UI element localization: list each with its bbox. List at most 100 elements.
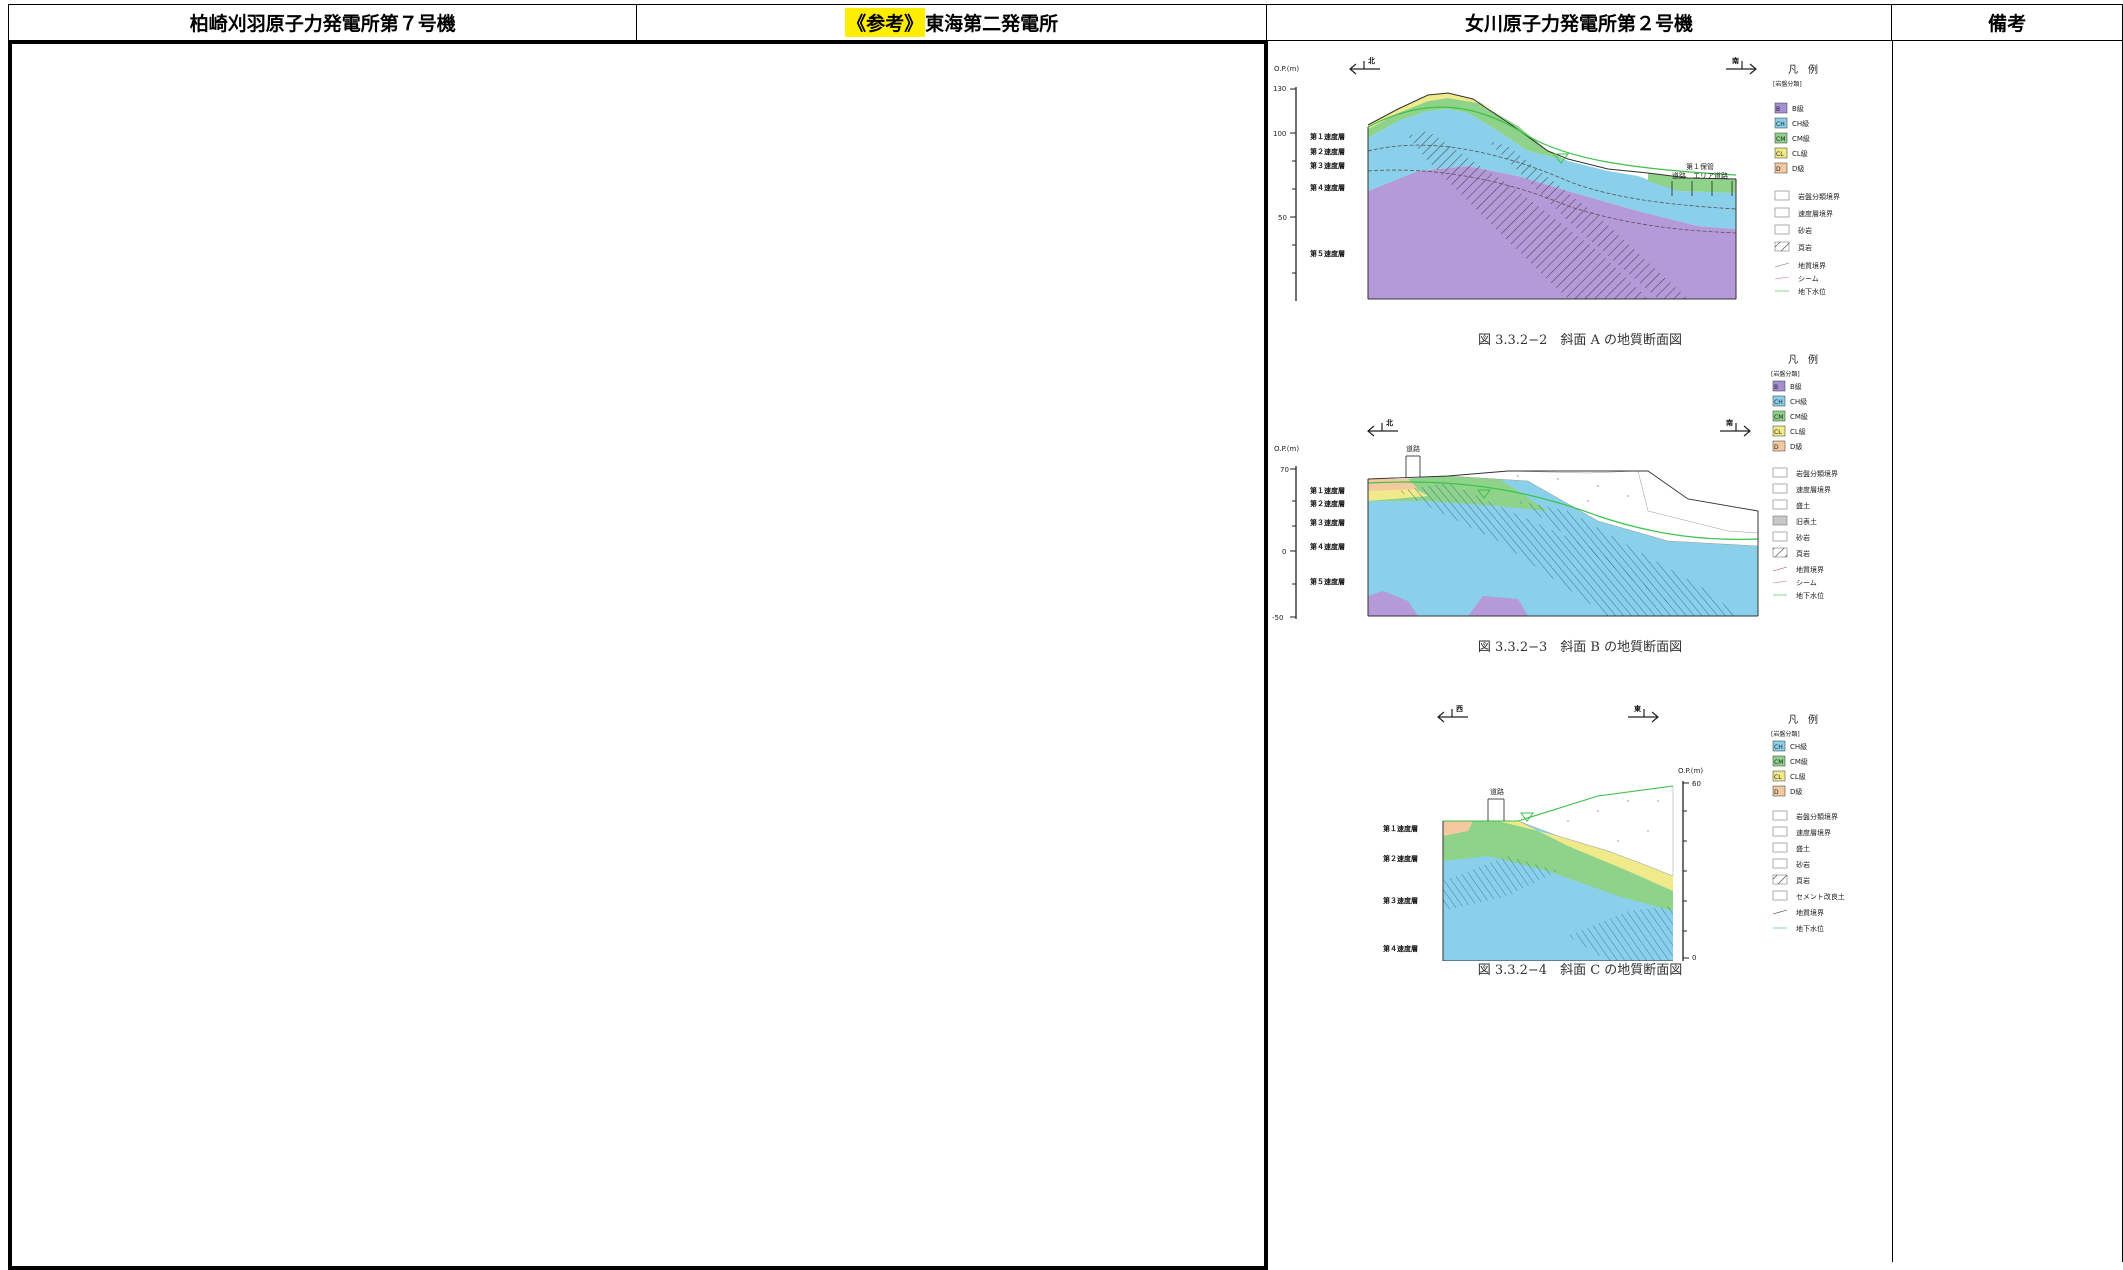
legend-b-cl: CL級 bbox=[1790, 427, 1806, 436]
legend-b-sym-8: 地下水位 bbox=[1796, 591, 1824, 600]
tick-b-70: 70 bbox=[1280, 466, 1289, 474]
dir-a-south: 南 bbox=[1732, 56, 1739, 65]
legend-a-cl: CL級 bbox=[1792, 149, 1808, 158]
legend-b-sym-4: 砂岩 bbox=[1796, 533, 1810, 542]
layer-c-2: 第２速度層 bbox=[1383, 854, 1418, 863]
note-a-road2: 道路 bbox=[1714, 171, 1728, 180]
legend-b-sym-3: 旧表土 bbox=[1796, 517, 1817, 526]
legend-a: 凡 例 [岩盤分類] B CH CM CL D B級 CH級 CM級 CL級 D… bbox=[1773, 63, 1840, 296]
slope-b-section-figure: O.P.(m) 70 0 -50 bbox=[1272, 353, 1838, 622]
legend-c-code-d: D bbox=[1774, 789, 1779, 796]
reference-tag: 《参考》 bbox=[845, 8, 926, 37]
note-b-road: 道路 bbox=[1406, 444, 1420, 453]
legend-a-sym-1: 速度層境界 bbox=[1798, 209, 1833, 218]
tick-c-0: 0 bbox=[1692, 954, 1696, 961]
legend-b-sym-1: 速度層境界 bbox=[1796, 485, 1831, 494]
legend-b: 凡 例 [岩盤分類] B CH CM CL D B級 CH級 CM級 CL級 D… bbox=[1771, 353, 1838, 600]
legend-b-sym-7: シーム bbox=[1796, 579, 1817, 587]
dir-c-east: 東 bbox=[1634, 704, 1642, 713]
legend-c-d: D級 bbox=[1790, 787, 1802, 796]
legend-c-subtitle: [岩盤分類] bbox=[1771, 730, 1800, 738]
layer-a-2: 第２速度層 bbox=[1310, 147, 1345, 156]
note-a-storage: 第１保管 bbox=[1686, 162, 1714, 171]
dir-b-north: 北 bbox=[1386, 418, 1393, 427]
legend-a-sym-3: 頁岩 bbox=[1798, 243, 1812, 252]
note-a-area: エリア bbox=[1693, 172, 1714, 180]
axis-unit-c: O.P.(m) bbox=[1678, 767, 1703, 775]
legend-b-d: D級 bbox=[1790, 442, 1802, 451]
layer-b-2: 第２速度層 bbox=[1310, 499, 1345, 508]
legend-c-code-cm: CM bbox=[1774, 759, 1783, 766]
direction-arrow-left-a: 北 bbox=[1349, 56, 1380, 75]
legend-c: 凡 例 [岩盤分類] CH CM CL D CH級 CM級 CL級 D級 bbox=[1771, 713, 1845, 933]
layer-c-3: 第３速度層 bbox=[1383, 896, 1418, 905]
legend-c-sym-6: 地質境界 bbox=[1796, 908, 1824, 917]
direction-arrow-right-c: 東 bbox=[1628, 704, 1659, 723]
legend-a-title: 凡 例 bbox=[1788, 63, 1818, 76]
header-onagawa: 女川原子力発電所第２号機 bbox=[1267, 5, 1893, 40]
legend-a-sym-6: 地下水位 bbox=[1798, 287, 1826, 296]
legend-c-sym-4: 頁岩 bbox=[1796, 876, 1810, 885]
layer-b-3: 第３速度層 bbox=[1310, 518, 1345, 527]
legend-b-sym-2: 盛土 bbox=[1796, 501, 1810, 510]
legend-a-sym-5: シーム bbox=[1798, 275, 1819, 283]
legend-c-sym-5: セメント改良土 bbox=[1796, 892, 1845, 901]
tick-a-50: 50 bbox=[1278, 214, 1287, 222]
layer-a-3: 第３速度層 bbox=[1310, 161, 1345, 170]
legend-c-sym-3: 砂岩 bbox=[1796, 860, 1810, 869]
layer-b-1: 第１速度層 bbox=[1310, 486, 1345, 495]
legend-c-ch: CH級 bbox=[1790, 742, 1807, 751]
legend-b-cm: CM級 bbox=[1790, 412, 1808, 421]
legend-c-sym-2: 盛土 bbox=[1796, 844, 1810, 853]
legend-b-sym-6: 地質境界 bbox=[1796, 565, 1824, 574]
legend-b-ch: CH級 bbox=[1790, 397, 1807, 406]
header-onagawa-label: 女川原子力発電所第２号機 bbox=[1465, 13, 1694, 35]
note-c-road: 道路 bbox=[1490, 787, 1504, 796]
legend-c-cm: CM級 bbox=[1790, 757, 1808, 766]
legend-b-subtitle: [岩盤分類] bbox=[1771, 370, 1800, 378]
tick-c-60: 60 bbox=[1692, 780, 1701, 788]
tick-b-minus50: -50 bbox=[1272, 614, 1283, 622]
axis-unit-a: O.P.(m) bbox=[1274, 65, 1299, 73]
layer-b-5: 第５速度層 bbox=[1310, 577, 1345, 586]
header-kashiwazaki-label: 柏崎刈羽原子力発電所第７号機 bbox=[189, 13, 456, 35]
tick-b-0: 0 bbox=[1282, 548, 1286, 556]
legend-c-sym-1: 速度層境界 bbox=[1796, 828, 1831, 837]
legend-c-cl: CL級 bbox=[1790, 772, 1806, 781]
direction-arrow-right-a: 南 bbox=[1726, 56, 1757, 75]
legend-c-code-ch: CH bbox=[1774, 744, 1783, 751]
layer-b-4: 第４速度層 bbox=[1310, 542, 1345, 551]
legend-c-sym-7: 地下水位 bbox=[1796, 924, 1824, 933]
legend-b-code-cm: CM bbox=[1774, 414, 1783, 421]
layer-c-1: 第１速度層 bbox=[1383, 824, 1418, 833]
legend-c-sym-0: 岩盤分類境界 bbox=[1796, 812, 1838, 821]
header-remarks: 備考 bbox=[1892, 5, 2122, 40]
legend-a-code-b: B bbox=[1776, 106, 1780, 113]
legend-b-code-ch: CH bbox=[1774, 399, 1783, 406]
layer-a-4: 第４速度層 bbox=[1310, 183, 1345, 192]
slope-a-section-figure: O.P.(m) 130 100 50 bbox=[1273, 56, 1840, 301]
caption-slope-b: 図 3.3.2−3 斜面 B の地質断面図 bbox=[1477, 640, 1683, 655]
legend-b-code-d: D bbox=[1774, 444, 1779, 451]
legend-b-sym-0: 岩盤分類境界 bbox=[1796, 469, 1838, 478]
header-kashiwazaki: 柏崎刈羽原子力発電所第７号機 bbox=[9, 5, 638, 40]
legend-a-code-cl: CL bbox=[1776, 151, 1784, 158]
layer-a-1: 第１速度層 bbox=[1310, 132, 1345, 141]
legend-a-code-ch: CH bbox=[1776, 121, 1785, 128]
layer-c-4: 第４速度層 bbox=[1383, 944, 1418, 953]
legend-a-cm: CM級 bbox=[1792, 134, 1810, 143]
legend-a-subtitle: [岩盤分類] bbox=[1773, 80, 1802, 88]
legend-a-d: D級 bbox=[1792, 164, 1804, 173]
dir-a-north: 北 bbox=[1368, 56, 1375, 65]
legend-c-code-cl: CL bbox=[1774, 774, 1782, 781]
axis-unit-b: O.P.(m) bbox=[1274, 445, 1299, 453]
legend-a-b: B級 bbox=[1792, 104, 1804, 113]
direction-arrow-left-b: 北 bbox=[1367, 418, 1398, 437]
table-header-row: 柏崎刈羽原子力発電所第７号機 《参考》 東海第二発電所 女川原子力発電所第２号機 … bbox=[8, 4, 2123, 41]
legend-a-sym-2: 砂岩 bbox=[1798, 226, 1812, 235]
tick-a-130: 130 bbox=[1273, 85, 1286, 93]
legend-b-b: B級 bbox=[1790, 382, 1802, 391]
legend-b-title: 凡 例 bbox=[1788, 353, 1818, 366]
legend-b-sym-5: 頁岩 bbox=[1796, 549, 1810, 558]
